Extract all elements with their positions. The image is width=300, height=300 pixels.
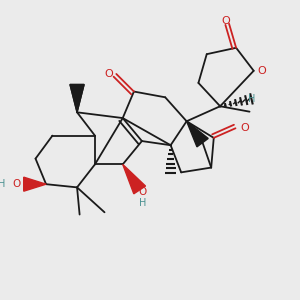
Polygon shape xyxy=(70,85,84,112)
Polygon shape xyxy=(123,164,146,194)
Text: H: H xyxy=(248,94,255,104)
Text: H: H xyxy=(139,198,146,208)
Polygon shape xyxy=(187,121,208,147)
Text: O: O xyxy=(257,66,266,76)
Polygon shape xyxy=(24,177,46,191)
Text: O: O xyxy=(104,69,113,79)
Polygon shape xyxy=(70,85,84,112)
Text: H: H xyxy=(0,179,5,189)
Text: O: O xyxy=(221,16,230,26)
Text: O: O xyxy=(12,179,20,189)
Text: O: O xyxy=(240,123,249,133)
Text: O: O xyxy=(139,187,147,196)
